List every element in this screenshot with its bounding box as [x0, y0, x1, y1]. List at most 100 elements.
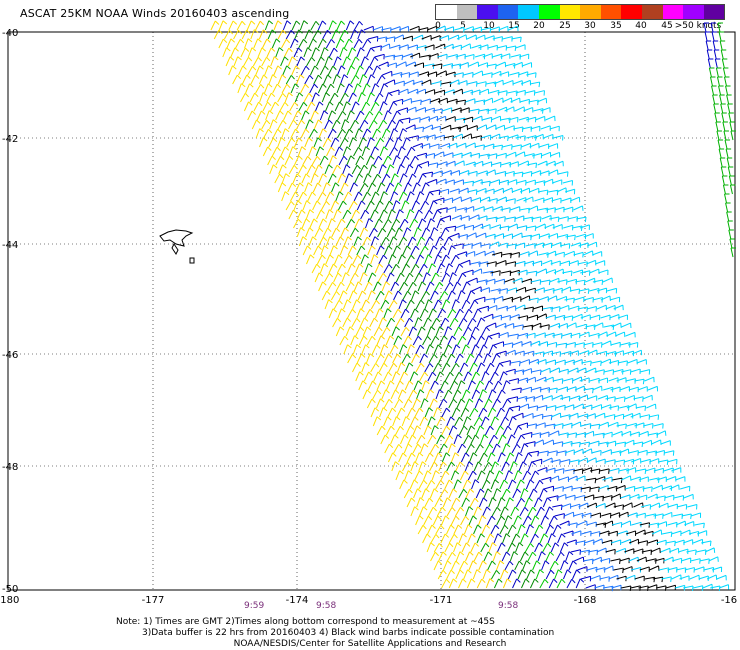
wind-barb: [540, 367, 551, 374]
wind-barb: [336, 20, 346, 31]
wind-barb: [555, 359, 566, 366]
wind-barb: [358, 380, 367, 391]
wind-barb: [524, 543, 534, 553]
wind-barb: [430, 98, 441, 104]
wind-barb: [632, 441, 644, 448]
wind-barb: [444, 434, 454, 445]
wind-barb: [531, 386, 542, 393]
wind-barb: [447, 443, 456, 454]
wind-barb: [596, 350, 608, 357]
wind-barb: [456, 34, 468, 40]
wind-barb: [514, 242, 526, 248]
wind-barb: [385, 182, 395, 193]
wind-barb: [496, 322, 507, 329]
wind-barb: [621, 322, 632, 329]
wind-barb: [661, 576, 672, 582]
wind-barb: [455, 224, 466, 230]
wind-barb: [639, 414, 651, 420]
wind-barb: [297, 146, 306, 157]
wind-barb: [522, 432, 533, 438]
wind-barb: [589, 268, 600, 275]
latitude-tick-label: -46: [2, 350, 18, 361]
wind-barb: [621, 538, 632, 545]
wind-barb: [511, 144, 522, 150]
wind-barb: [361, 101, 371, 112]
wind-barb: [684, 521, 695, 527]
wind-barb: [330, 137, 340, 148]
wind-barb: [413, 272, 423, 283]
wind-barb: [507, 90, 518, 96]
wind-barb: [361, 362, 370, 373]
wind-barb: [708, 67, 715, 78]
wind-barb: [316, 56, 325, 67]
wind-barb: [324, 56, 333, 67]
wind-barb: [535, 569, 544, 580]
wind-barb: [392, 155, 401, 166]
wind-barb: [223, 29, 234, 40]
wind-barb: [465, 142, 476, 148]
wind-barb: [328, 308, 338, 319]
wind-barb: [331, 29, 341, 40]
wind-barb: [721, 112, 727, 123]
wind-barb: [586, 367, 597, 374]
wind-barb: [505, 368, 516, 375]
wind-barb: [641, 439, 653, 446]
wind-barb: [419, 371, 429, 382]
wind-barb: [318, 173, 327, 184]
wind-barb: [444, 179, 455, 185]
wind-barb: [574, 279, 586, 286]
wind-barb: [386, 62, 397, 68]
wind-barb: [375, 200, 384, 211]
wind-barb: [336, 83, 345, 94]
wind-barb: [321, 290, 331, 301]
note-credit: NOAA/NESDIS/Center for Satellite Applica…: [233, 639, 507, 649]
wind-barb: [726, 94, 732, 105]
wind-barb: [383, 263, 393, 274]
wind-barb: [566, 322, 577, 328]
wind-barb: [339, 335, 349, 346]
wind-barb: [648, 414, 660, 420]
wind-barb: [349, 272, 359, 283]
wind-barb: [380, 434, 390, 445]
wind-barb: [430, 335, 440, 346]
wind-barb: [606, 351, 617, 357]
longitude-tick-label: -16: [721, 595, 737, 606]
wind-barb: [629, 493, 640, 500]
wind-barb: [285, 29, 295, 40]
wind-barb: [436, 416, 446, 427]
wind-barb: [430, 125, 441, 132]
wind-barb: [528, 488, 538, 499]
wind-barb: [608, 377, 619, 383]
wind-barb: [541, 242, 553, 249]
wind-barb: [497, 90, 508, 96]
wind-barb: [506, 305, 517, 311]
wind-barb: [545, 269, 557, 275]
wind-barb: [569, 196, 581, 203]
wind-barb: [359, 317, 369, 328]
wind-barb: [404, 362, 414, 373]
wind-barb: [711, 566, 723, 573]
wind-barb: [409, 218, 419, 229]
wind-barb: [310, 173, 319, 184]
wind-barb: [388, 146, 398, 157]
wind-barb: [454, 353, 464, 364]
wind-barb: [515, 151, 526, 157]
wind-barb: [495, 61, 507, 68]
wind-barb: [482, 53, 493, 59]
wind-barb: [365, 200, 375, 211]
wind-barb: [435, 480, 445, 490]
wind-barb: [346, 155, 355, 166]
wind-barb: [394, 119, 404, 130]
wind-barb: [473, 308, 482, 319]
wind-barb-swath: [210, 20, 736, 592]
wind-barb: [463, 269, 474, 276]
wind-barb: [431, 470, 440, 481]
wind-barb: [562, 485, 573, 492]
wind-barb: [525, 479, 535, 490]
wind-barb: [513, 324, 524, 330]
wind-barb: [301, 110, 310, 121]
wind-barb: [343, 344, 352, 355]
wind-barb: [675, 520, 687, 527]
wind-barb: [591, 360, 602, 367]
wind-barb: [519, 551, 529, 562]
